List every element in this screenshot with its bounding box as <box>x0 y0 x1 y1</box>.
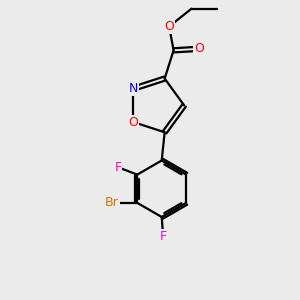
Text: N: N <box>128 82 138 95</box>
Text: F: F <box>114 161 122 174</box>
Text: Br: Br <box>105 196 119 209</box>
Text: O: O <box>194 42 204 55</box>
Text: O: O <box>164 20 174 33</box>
Text: O: O <box>128 116 138 128</box>
Text: F: F <box>160 230 167 243</box>
